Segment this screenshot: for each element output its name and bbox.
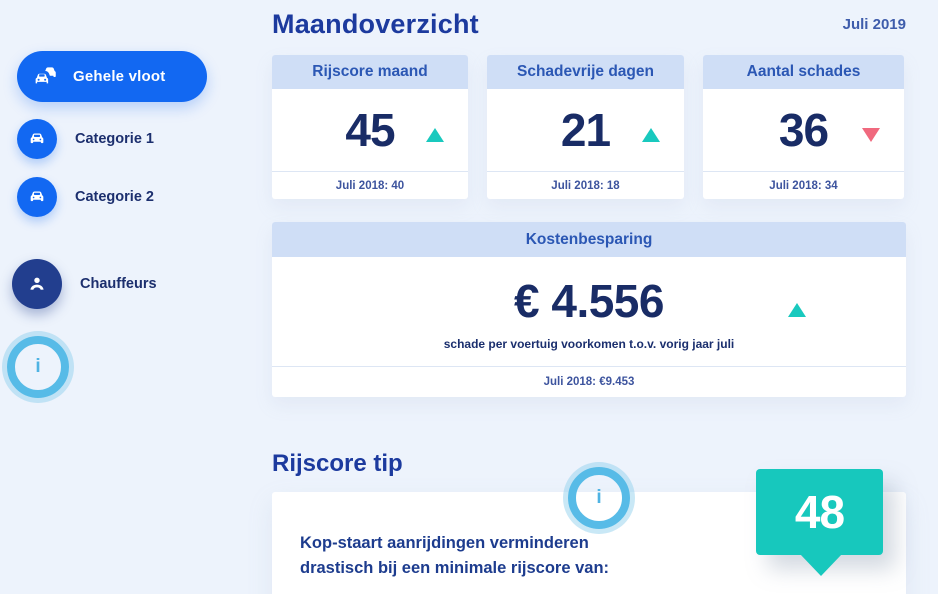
savings-previous: Juli 2018: €9.453 — [272, 366, 906, 397]
sidebar-item-chauffeurs[interactable]: Chauffeurs — [12, 259, 157, 309]
car-icon — [17, 177, 57, 217]
stat-value: 36 — [778, 104, 829, 156]
stat-card-rijscore-maand: Rijscore maand 45 Juli 2018: 40 — [272, 55, 468, 199]
stat-card-title: Aantal schades — [703, 55, 904, 89]
stat-previous: Juli 2018: 40 — [272, 171, 468, 199]
savings-card: Kostenbesparing € 4.556 schade per voert… — [272, 222, 906, 397]
fleet-icon — [30, 62, 60, 92]
tip-text-line1: Kop-staart aanrijdingen verminderen — [300, 534, 589, 552]
stat-previous: Juli 2018: 34 — [703, 171, 904, 199]
stat-value: 45 — [345, 104, 395, 156]
stat-card-body: 21 — [487, 89, 684, 171]
info-button[interactable]: i — [7, 336, 69, 398]
trend-up-icon — [788, 303, 806, 317]
sidebar-item-label: Categorie 2 — [75, 189, 154, 205]
sidebar-item-categorie-1[interactable]: Categorie 1 — [17, 119, 154, 159]
stat-cards-row: Rijscore maand 45 Juli 2018: 40 Schadevr… — [272, 55, 906, 199]
tip-text-line2: drastisch bij een minimale rijscore van: — [300, 559, 610, 577]
stat-card-aantal-schades: Aantal schades 36 Juli 2018: 34 — [703, 55, 904, 199]
sidebar-item-categorie-2[interactable]: Categorie 2 — [17, 177, 154, 217]
trend-up-icon — [642, 128, 660, 142]
sidebar-item-gehele-vloot[interactable]: Gehele vloot — [17, 51, 207, 102]
tip-text: Kop-staart aanrijdingen verminderen dras… — [300, 531, 609, 581]
savings-subtitle: schade per voertuig voorkomen t.o.v. vor… — [443, 337, 735, 351]
savings-value: € 4.556 — [514, 275, 664, 327]
stat-card-body: 36 — [703, 89, 904, 171]
driver-icon — [12, 259, 62, 309]
stat-card-schadevrije-dagen: Schadevrije dagen 21 Juli 2018: 18 — [487, 55, 684, 199]
sidebar-item-label: Categorie 1 — [75, 131, 154, 147]
car-icon — [17, 119, 57, 159]
sidebar-item-label: Chauffeurs — [80, 276, 157, 292]
sidebar-item-label: Gehele vloot — [73, 68, 166, 85]
page-title: Maandoverzicht — [272, 9, 479, 39]
badge-pointer — [800, 554, 842, 576]
stat-previous: Juli 2018: 18 — [487, 171, 684, 199]
period-label: Juli 2019 — [842, 16, 906, 33]
tip-info-button[interactable]: i — [568, 467, 630, 529]
info-icon: i — [35, 356, 41, 377]
trend-up-icon — [426, 128, 444, 142]
stat-value: 21 — [560, 104, 611, 156]
tip-section-title: Rijscore tip — [272, 450, 403, 477]
rijscore-badge: 48 — [756, 469, 883, 576]
info-icon: i — [596, 487, 602, 508]
savings-title: Kostenbesparing — [272, 222, 906, 257]
stat-card-title: Rijscore maand — [272, 55, 468, 89]
stat-card-body: 45 — [272, 89, 468, 171]
savings-body: € 4.556 schade per voertuig voorkomen t.… — [272, 257, 906, 366]
stat-card-title: Schadevrije dagen — [487, 55, 684, 89]
rijscore-badge-value: 48 — [794, 486, 845, 538]
trend-down-icon — [862, 128, 880, 142]
